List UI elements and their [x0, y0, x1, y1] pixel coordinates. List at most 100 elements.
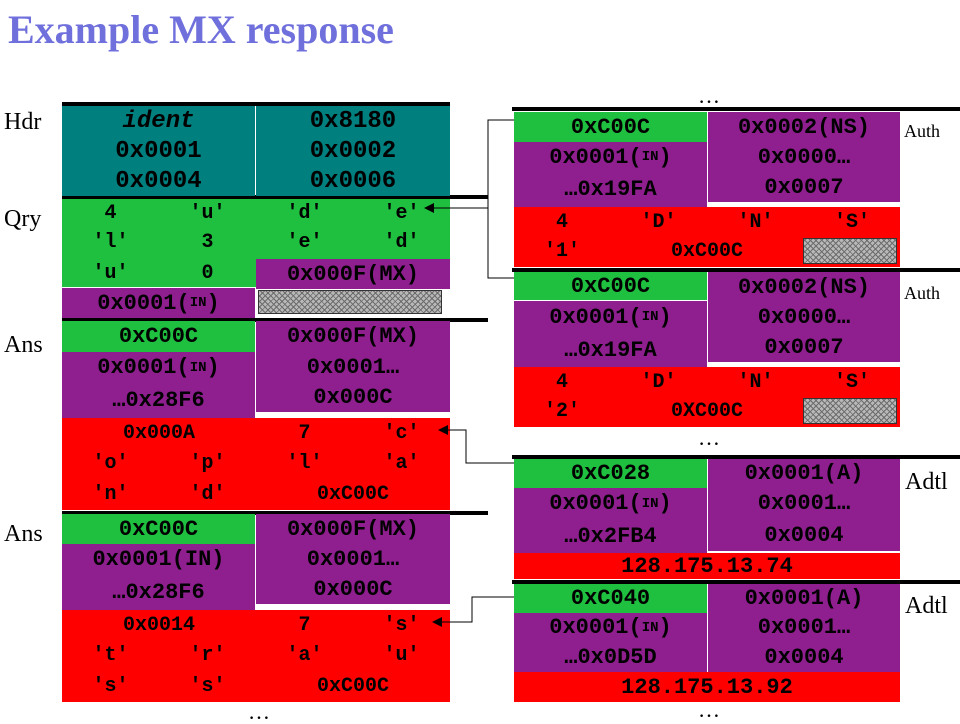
auth2-padding-hatch	[803, 398, 897, 424]
ans2-rdata-byte: 'r'	[189, 643, 226, 667]
hdr-qdcount: 0x0001	[62, 136, 255, 166]
ans1-rdata-preference: 0x000A	[122, 421, 195, 445]
adtl2-address: 128.175.13.92	[514, 672, 900, 702]
hdr-ident: ident	[62, 106, 255, 136]
auth1-rdata-byte: 'D'	[640, 210, 677, 234]
auth1-rdata-pointer: 0xC00C	[670, 239, 743, 263]
ans1-rdata-byte: 7	[298, 421, 311, 445]
label-qry: Qry	[4, 206, 42, 232]
ans1-rdata-background	[62, 418, 450, 510]
ans1-rdata-byte: 'l'	[286, 451, 323, 475]
ans2-rdata-byte: 's'	[92, 674, 129, 698]
auth2-ttl-low: …0x19FA	[514, 333, 707, 367]
separator-auth-2	[512, 268, 960, 272]
ans2-type: 0x000F(MX)	[256, 514, 450, 544]
ans1-rdata-byte: 'n'	[92, 482, 129, 506]
auth1-rdata-byte: 4	[555, 210, 568, 234]
label-adtl-2: Adtl	[905, 593, 948, 619]
ans1-ttl-low: …0x28F6	[62, 383, 255, 418]
auth1-type: 0x0002(NS)	[708, 112, 900, 142]
separator-hdr	[62, 102, 450, 106]
label-auth-2: Auth	[904, 283, 940, 303]
connector-adtl1-to-ans1	[440, 429, 514, 464]
ans2-rdata-pointer: 0xC00C	[316, 674, 389, 698]
ans2-rdata-preference: 0x0014	[122, 613, 195, 637]
ans1-rdata-pointer: 0xC00C	[316, 482, 389, 506]
auth2-rdata-pointer: 0XC00C	[670, 399, 743, 423]
separator-ans-2	[62, 511, 488, 515]
ans1-rdata-byte: 'c'	[383, 421, 420, 445]
adtl2-ttl-low: …0x0D5D	[514, 642, 707, 672]
adtl1-address: 128.175.13.74	[514, 553, 900, 579]
qry-byte: 'e'	[383, 201, 420, 225]
connector-auth-to-qname	[487, 119, 514, 279]
ans2-rdata-byte: 'a'	[286, 643, 323, 667]
ans2-rdlength: 0x000C	[256, 574, 450, 604]
auth1-rdata-byte: 'S'	[833, 210, 870, 234]
qry-qtype: 0x000F(MX)	[256, 259, 450, 289]
ans2-class: 0x0001(IN)	[62, 544, 255, 574]
label-ans-2: Ans	[4, 521, 43, 547]
auth2-rdlength: 0x0007	[708, 332, 900, 362]
auth1-padding-hatch	[803, 238, 897, 264]
auth2-type: 0x0002(NS)	[708, 272, 900, 302]
auth1-ttl-low: …0x19FA	[514, 172, 707, 207]
auth2-rdata-byte: 'D'	[640, 370, 677, 394]
ans1-name: 0xC00C	[62, 321, 255, 352]
arrowhead-qname	[424, 203, 434, 213]
adtl1-ttl-high: 0x0001…	[708, 488, 900, 519]
auth1-rdata-byte: 'N'	[737, 210, 774, 234]
qry-byte: 4	[104, 201, 117, 225]
ans2-rdata-byte: 't'	[92, 643, 129, 667]
ans1-class: 0x0001(IN)	[62, 352, 255, 383]
separator-qry	[62, 195, 488, 199]
qry-byte: 'l'	[92, 230, 129, 254]
ans2-rdata-byte: 7	[298, 613, 311, 637]
ans1-rdata-byte: 'o'	[92, 451, 129, 475]
qry-byte: 0	[201, 261, 214, 285]
ellipsis-top-right: …	[698, 83, 720, 108]
ans1-rdata-byte: 'p'	[189, 451, 226, 475]
qry-byte: 'e'	[286, 230, 323, 254]
ans1-rdata-byte: 'd'	[189, 482, 226, 506]
auth1-ttl-high: 0x0000…	[708, 142, 900, 172]
adtl1-type: 0x0001(A)	[708, 459, 900, 488]
qry-byte: 3	[201, 230, 214, 254]
adtl1-class: 0x0001(IN)	[514, 488, 707, 519]
label-hdr: Hdr	[4, 109, 42, 135]
auth1-class: 0x0001(IN)	[514, 142, 707, 172]
qry-byte: 'u'	[189, 201, 226, 225]
separator-adtl-2	[512, 580, 960, 584]
auth2-class: 0x0001(IN)	[514, 301, 707, 333]
adtl2-name: 0xC040	[514, 584, 707, 613]
ans2-ttl-low: …0x28F6	[62, 574, 255, 610]
label-ans-1: Ans	[4, 332, 43, 358]
ans1-ttl-high: 0x0001…	[256, 352, 450, 382]
hdr-ancount: 0x0002	[256, 136, 450, 166]
adtl2-ttl-high: 0x0001…	[708, 613, 900, 642]
qry-byte: 'd'	[286, 201, 323, 225]
ellipsis-mid-right: …	[698, 425, 720, 450]
auth1-rdlength: 0x0007	[708, 172, 900, 202]
ans2-rdata-background	[62, 610, 450, 702]
adtl2-type: 0x0001(A)	[708, 584, 900, 613]
auth2-name: 0xC00C	[514, 272, 707, 300]
ans2-rdata-byte: 's'	[383, 613, 420, 637]
separator-ans-1	[62, 318, 488, 322]
auth2-rdata-byte: 'N'	[737, 370, 774, 394]
adtl2-class: 0x0001(IN)	[514, 613, 707, 642]
auth1-rdata-byte: '1'	[543, 239, 580, 263]
separator-auth-1	[512, 107, 960, 111]
label-adtl-1: Adtl	[905, 469, 948, 495]
adtl1-ttl-low: …0x2FB4	[514, 519, 707, 553]
page-title: Example MX response	[8, 7, 394, 52]
ellipsis-bottom-left: …	[248, 699, 270, 724]
qry-qclass: 0x0001(IN)	[62, 288, 255, 318]
ans1-rdata-byte: 'a'	[383, 451, 420, 475]
ans1-type: 0x000F(MX)	[256, 321, 450, 352]
ans2-rdata-byte: 's'	[189, 674, 226, 698]
ans2-rdata-byte: 'u'	[383, 643, 420, 667]
qry-byte: 'd'	[383, 230, 420, 254]
ans1-rdlength: 0x000C	[256, 382, 450, 412]
connector-adtl2-to-ans2	[434, 596, 514, 623]
